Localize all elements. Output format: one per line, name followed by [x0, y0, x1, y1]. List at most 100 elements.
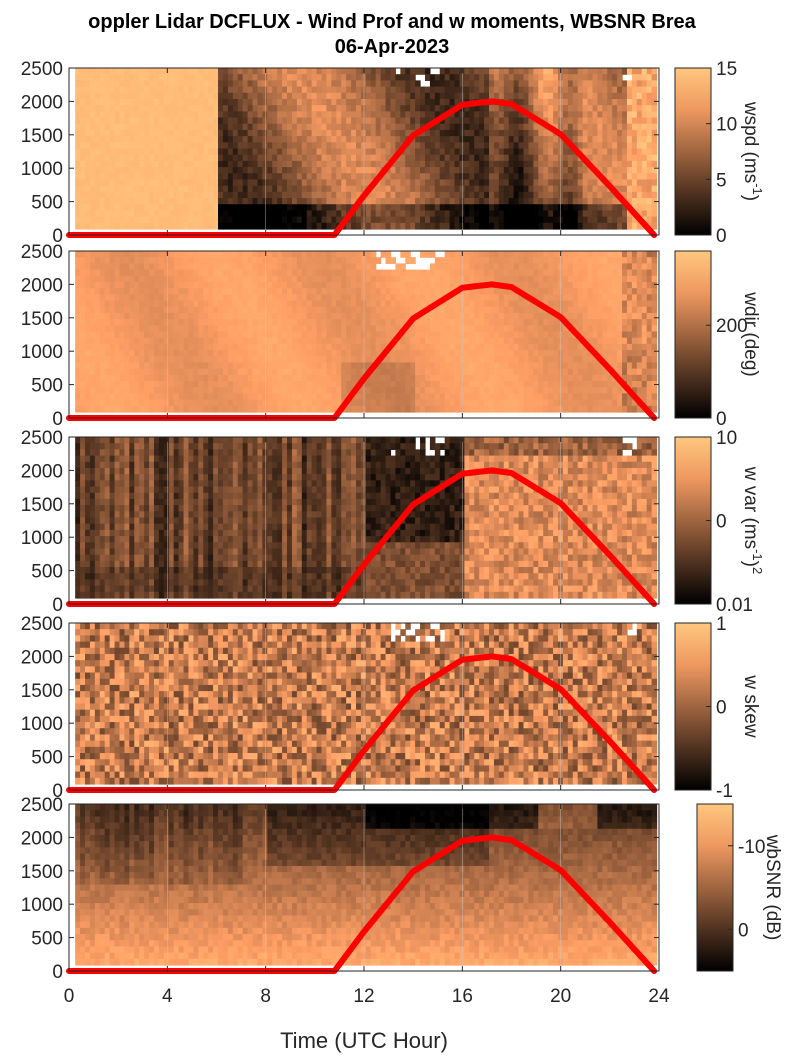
heatmap-cell [208, 325, 214, 333]
heatmap-cell [242, 356, 249, 364]
heatmap-cell [287, 381, 293, 388]
heatmap-cell [326, 222, 332, 230]
heatmap-cell [94, 210, 101, 218]
heatmap-cell [355, 387, 362, 395]
heatmap-cell [651, 167, 658, 174]
heatmap-cell [311, 368, 318, 376]
heatmap-cell [218, 337, 224, 345]
heatmap-cell [144, 98, 150, 106]
heatmap-cell [385, 173, 392, 181]
heatmap-cell [262, 288, 268, 295]
heatmap-cell [262, 312, 268, 320]
heatmap-cell [577, 222, 584, 230]
heatmap-cell [242, 148, 249, 156]
heatmap-cell [528, 185, 534, 193]
heatmap-cell [474, 68, 480, 75]
heatmap-cell [193, 263, 199, 271]
heatmap-cell [114, 129, 121, 137]
heatmap-cell [213, 362, 219, 370]
heatmap-cell [291, 111, 298, 119]
heatmap-cell [646, 129, 653, 137]
heatmap-cell [237, 210, 244, 218]
heatmap-cell [198, 325, 204, 333]
heatmap-cell [99, 173, 106, 181]
heatmap-cell [213, 167, 219, 174]
heatmap-cell [75, 312, 81, 320]
heatmap-cell [351, 185, 357, 193]
heatmap-cell [104, 399, 111, 407]
heatmap-cell [375, 300, 382, 308]
heatmap-cell [129, 399, 135, 407]
heatmap-cell [232, 185, 239, 193]
heatmap-cell [424, 374, 431, 382]
heatmap-cell [99, 68, 106, 75]
heatmap-cell [94, 387, 101, 395]
heatmap-cell [434, 80, 441, 88]
heatmap-cell [149, 381, 155, 388]
heatmap-cell [562, 198, 569, 205]
heatmap-cell [612, 123, 618, 131]
heatmap-cell [306, 281, 313, 289]
heatmap-cell [163, 399, 170, 407]
heatmap-cell [213, 381, 219, 388]
heatmap-cell [267, 356, 273, 364]
heatmap-cell [109, 294, 116, 302]
heatmap-cell [222, 142, 229, 150]
heatmap-cell [168, 204, 175, 212]
heatmap-cell [203, 257, 209, 264]
heatmap-cell [415, 123, 421, 131]
heatmap-cell [405, 204, 411, 212]
heatmap-cell [415, 185, 421, 193]
heatmap-cell [508, 179, 515, 187]
heatmap-cell [124, 92, 130, 100]
heatmap-cell [365, 263, 372, 271]
heatmap-cell [94, 356, 101, 364]
heatmap-cell [94, 312, 101, 320]
heatmap-cell [183, 98, 190, 106]
heatmap-cell [360, 393, 367, 401]
heatmap-cell [528, 216, 534, 224]
heatmap-cell [469, 80, 475, 88]
heatmap-cell [607, 191, 613, 199]
heatmap-cell [424, 179, 431, 187]
heatmap-cell [252, 148, 259, 156]
heatmap-cell [109, 387, 116, 395]
heatmap-cell [415, 319, 421, 326]
heatmap-cell [355, 105, 362, 112]
heatmap-cell [188, 306, 194, 314]
heatmap-cell [114, 405, 121, 413]
heatmap-cell [198, 204, 204, 212]
heatmap-cell [415, 204, 421, 212]
heatmap-cell [360, 222, 367, 230]
heatmap-cell [365, 111, 372, 119]
heatmap-cell [410, 123, 416, 131]
heatmap-cell [612, 111, 618, 119]
heatmap-cell [523, 136, 530, 143]
heatmap-cell [562, 98, 569, 106]
heatmap-cell [301, 216, 308, 224]
heatmap-cell [114, 269, 121, 277]
heatmap-cell [149, 257, 155, 264]
heatmap-cell [139, 374, 145, 382]
heatmap-cell [410, 381, 416, 388]
heatmap-cell [178, 136, 185, 143]
heatmap-cell [602, 92, 608, 100]
heatmap-cell [119, 68, 126, 75]
heatmap-cell [548, 98, 554, 106]
heatmap-cell [237, 191, 244, 199]
heatmap-cell [94, 198, 101, 205]
heatmap-cell [277, 173, 283, 181]
heatmap-cell [144, 86, 150, 94]
heatmap-cell [247, 74, 254, 81]
heatmap-cell [144, 111, 150, 119]
heatmap-cell [484, 129, 490, 137]
heatmap-cell [247, 191, 254, 199]
heatmap-cell [380, 362, 387, 370]
heatmap-cell [326, 319, 332, 326]
heatmap-cell [380, 86, 387, 94]
heatmap-cell [114, 306, 121, 314]
heatmap-cell [163, 74, 170, 81]
heatmap-cell [213, 257, 219, 264]
heatmap-cell [257, 319, 263, 326]
heatmap-cell [75, 154, 81, 162]
